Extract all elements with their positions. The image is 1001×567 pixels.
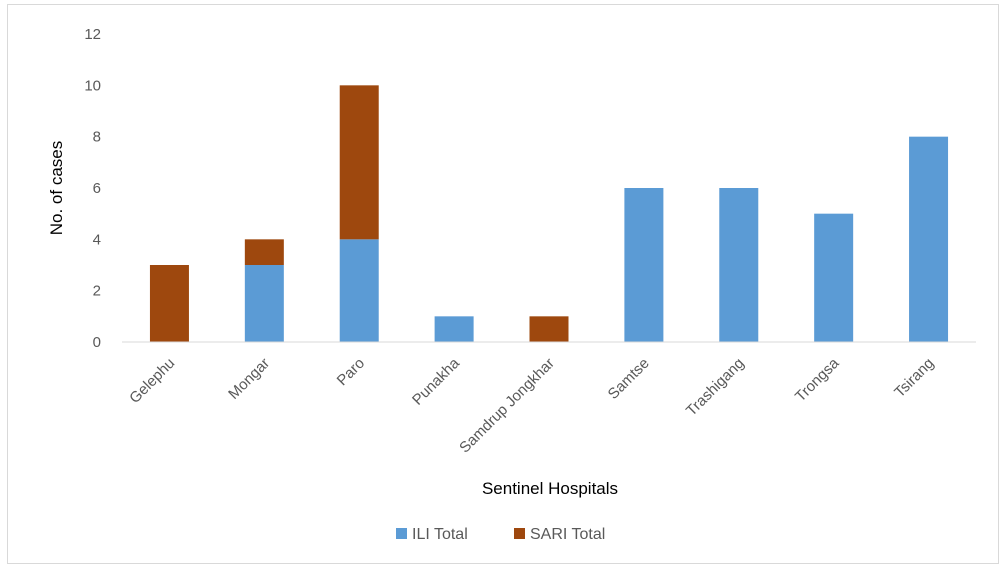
x-tick-label: Samdrup Jongkhar bbox=[456, 355, 558, 457]
bar-sari bbox=[244, 239, 284, 265]
y-axis-label: No. of cases bbox=[47, 141, 66, 236]
y-axis-ticks: 0 2 4 6 8 10 12 bbox=[84, 26, 101, 351]
y-tick-label: 0 bbox=[93, 334, 101, 351]
x-tick-label: Trongsa bbox=[792, 354, 843, 405]
y-tick-label: 4 bbox=[93, 231, 101, 248]
bars bbox=[149, 85, 949, 342]
x-tick-label: Tsirang bbox=[891, 355, 937, 401]
x-tick-label: Gelephu bbox=[126, 355, 178, 407]
bar-sari bbox=[529, 316, 569, 342]
y-tick-label: 12 bbox=[84, 26, 101, 43]
legend-label: ILI Total bbox=[412, 526, 468, 543]
x-tick-label: Paro bbox=[334, 355, 368, 389]
x-tick-label: Samtse bbox=[605, 355, 653, 403]
x-axis-label: Sentinel Hospitals bbox=[482, 479, 618, 498]
bar-sari bbox=[339, 85, 379, 240]
bar-ili bbox=[339, 239, 379, 342]
bar-ili bbox=[719, 188, 759, 342]
bar-ili bbox=[814, 213, 854, 342]
x-tick-label: Punakha bbox=[409, 354, 463, 408]
legend-swatch bbox=[514, 528, 525, 539]
legend: ILI Total SARI Total bbox=[396, 526, 605, 543]
legend-swatch bbox=[396, 528, 407, 539]
y-tick-label: 2 bbox=[93, 283, 101, 300]
x-tick-label: Mongar bbox=[225, 355, 273, 403]
y-tick-label: 10 bbox=[84, 77, 101, 94]
y-tick-label: 8 bbox=[93, 129, 101, 146]
bar-ili bbox=[244, 265, 284, 342]
y-tick-label: 6 bbox=[93, 180, 101, 197]
bar-ili bbox=[434, 316, 474, 342]
legend-label: SARI Total bbox=[530, 526, 605, 543]
x-tick-label: Trashigang bbox=[683, 355, 748, 420]
chart-frame bbox=[7, 4, 999, 564]
bar-ili bbox=[624, 188, 664, 342]
bar-sari bbox=[149, 265, 189, 342]
bar-ili bbox=[909, 136, 949, 342]
